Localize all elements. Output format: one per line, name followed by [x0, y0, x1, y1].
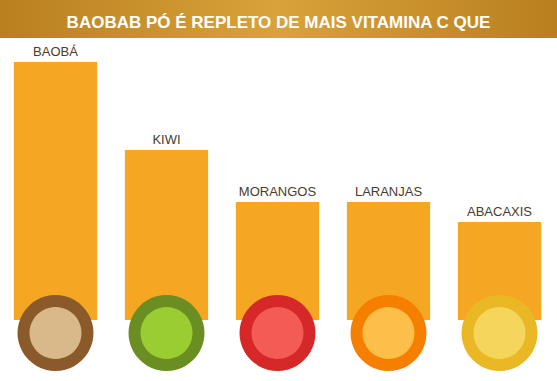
svg-text:BAOBÁ: BAOBÁ — [33, 44, 78, 59]
svg-text:KIWI: KIWI — [152, 132, 180, 147]
svg-text:MORANGOS: MORANGOS — [239, 184, 317, 199]
svg-text:BAOBAB PÓ É REPLETO DE MAIS VI: BAOBAB PÓ É REPLETO DE MAIS VITAMINA C Q… — [67, 13, 491, 32]
svg-text:ABACAXIS: ABACAXIS — [467, 204, 532, 219]
svg-text:LARANJAS: LARANJAS — [355, 184, 423, 199]
